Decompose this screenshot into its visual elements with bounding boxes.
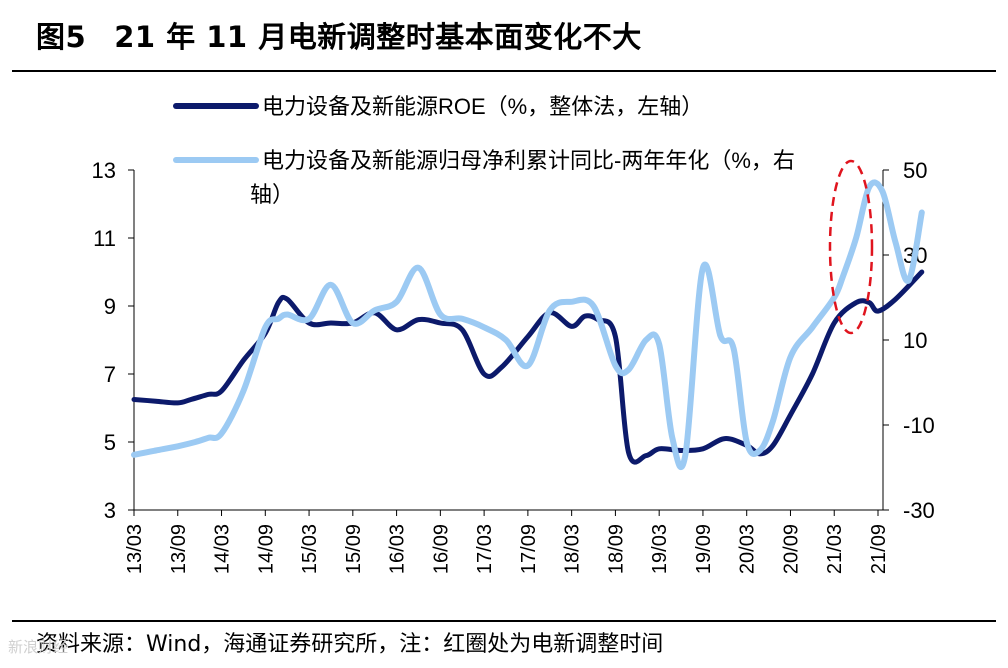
x-tick-label: 16/03 <box>387 524 409 574</box>
figure-title: 图5 21 年 11 月电新调整时基本面变化不大 <box>36 14 642 56</box>
x-tick-label: 13/09 <box>168 524 190 574</box>
x-tick-label: 21/09 <box>868 524 890 574</box>
figure-label: 图5 <box>36 20 87 54</box>
legend-profit-label-line1: 电力设备及新能源归母净利累计同比-两年年化（%，右 <box>262 148 795 173</box>
profit-growth-series-line <box>131 179 925 471</box>
right-tick-label: 50 <box>903 158 927 183</box>
x-tick-label: 15/09 <box>343 524 365 574</box>
x-tick-label: 18/09 <box>605 524 627 574</box>
x-tick-label: 15/03 <box>299 524 321 574</box>
left-tick-label: 13 <box>92 158 116 183</box>
x-tick-label: 18/03 <box>562 524 584 574</box>
right-tick-label: -10 <box>903 413 935 438</box>
x-tick-label: 17/09 <box>518 524 540 574</box>
legend-roe-label: 电力设备及新能源ROE（%，整体法，左轴） <box>262 94 703 119</box>
x-tick-label: 20/03 <box>737 524 759 574</box>
watermark-text: 新浪财经 <box>8 638 69 656</box>
x-tick-label: 13/03 <box>124 524 146 574</box>
left-tick-label: 7 <box>104 362 116 387</box>
x-tick-label: 21/03 <box>824 524 846 574</box>
left-tick-label: 5 <box>104 430 116 455</box>
left-tick-label: 3 <box>104 498 116 523</box>
x-tick-label: 14/03 <box>212 524 234 574</box>
figure-title-text: 21 年 11 月电新调整时基本面变化不大 <box>114 20 642 54</box>
left-tick-label: 9 <box>104 294 116 319</box>
title-rule <box>12 70 996 72</box>
x-tick-label: 20/09 <box>780 524 802 574</box>
x-tick-label: 19/03 <box>649 524 671 574</box>
x-tick-label: 14/09 <box>255 524 277 574</box>
adjustment-highlight-ellipse <box>828 159 874 335</box>
source-rule <box>12 620 996 622</box>
right-tick-label: 10 <box>903 328 927 353</box>
left-tick-label: 11 <box>93 226 116 251</box>
right-tick-label: -30 <box>903 498 935 523</box>
legend-profit-label-line2: 轴） <box>250 182 294 207</box>
x-tick-label: 16/09 <box>430 524 452 574</box>
source-note: 资料来源：Wind，海通证券研究所，注：红圈处为电新调整时间 <box>36 632 664 657</box>
x-tick-label: 19/09 <box>693 524 715 574</box>
x-tick-label: 17/03 <box>474 524 496 574</box>
